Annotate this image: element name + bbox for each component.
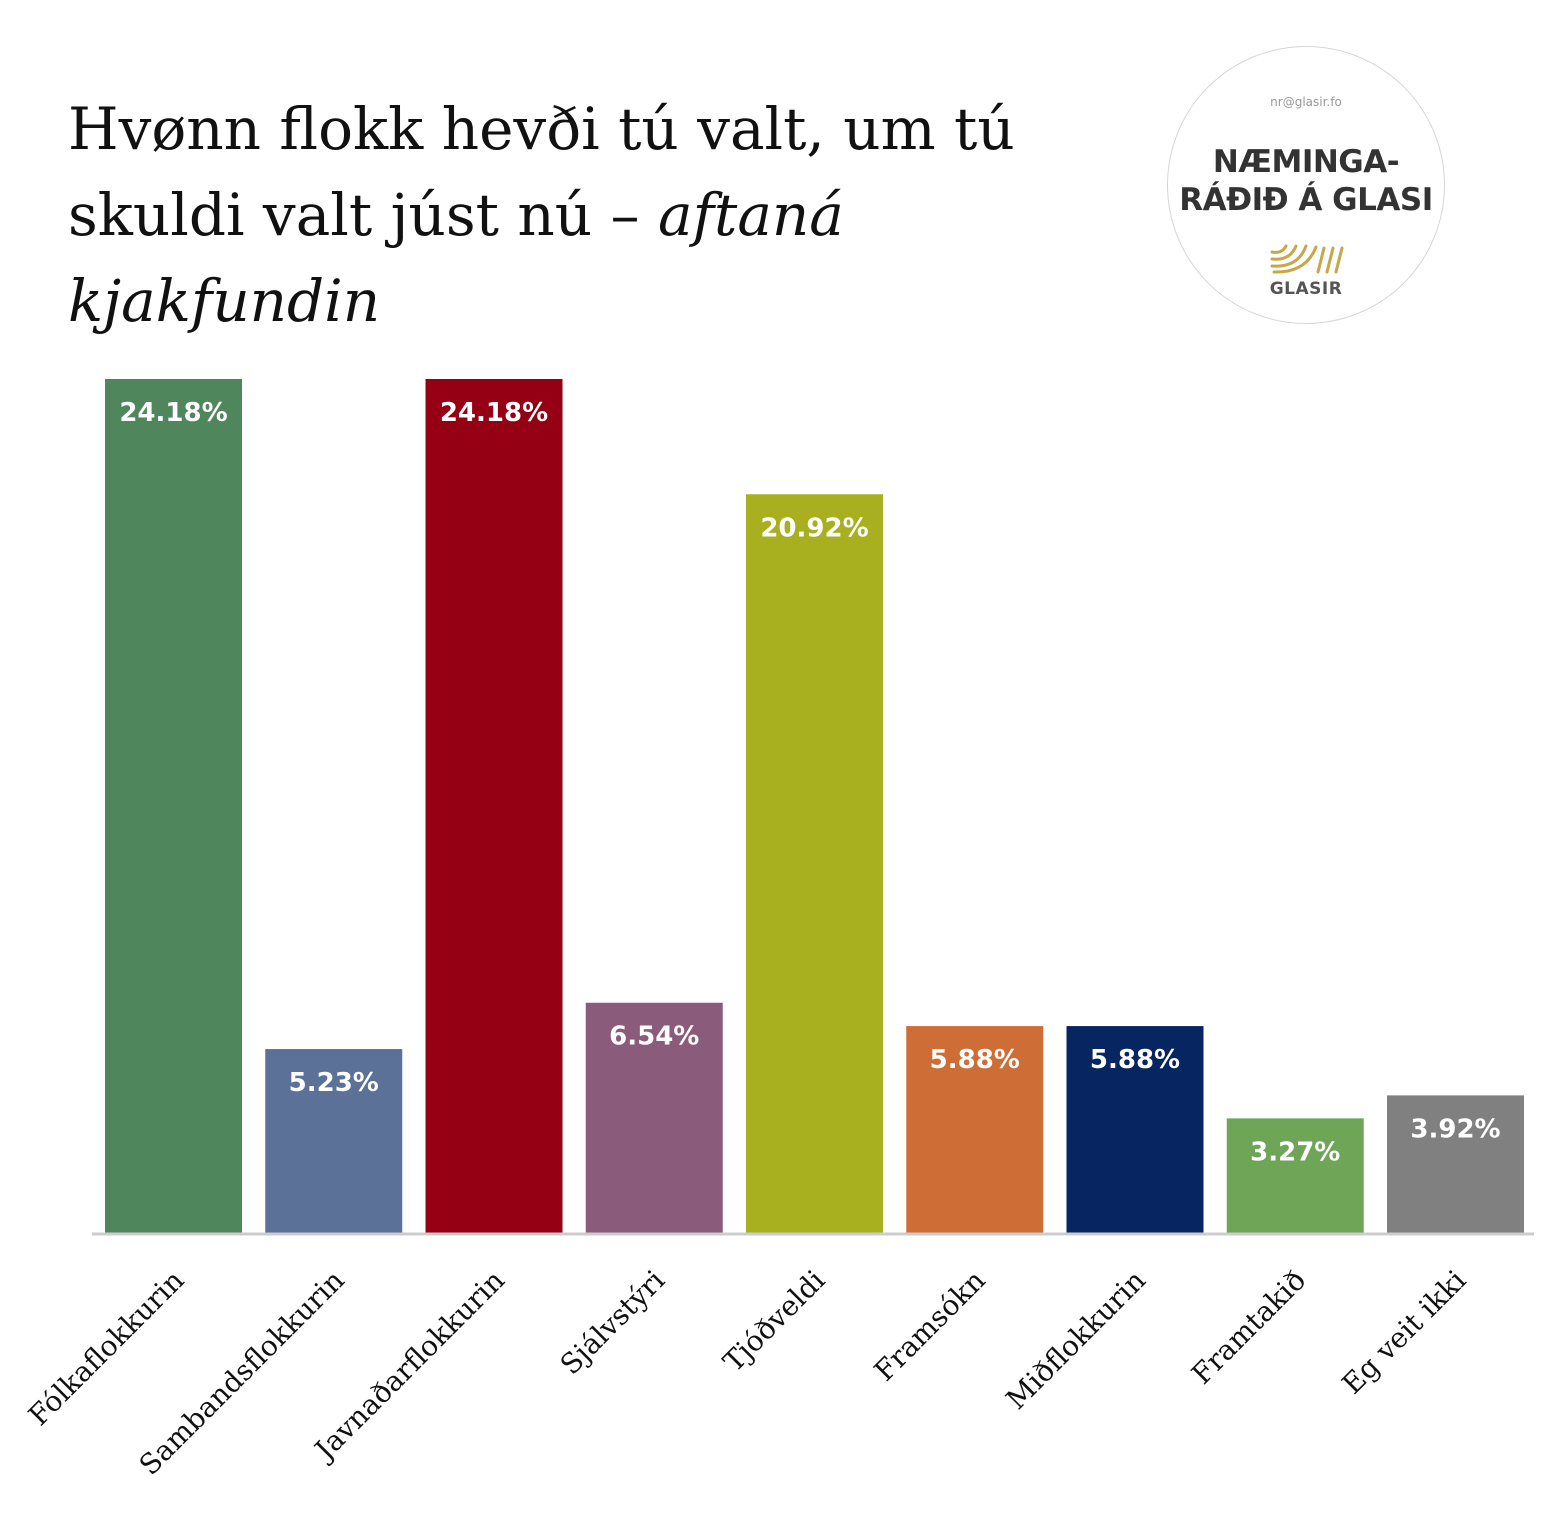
data-label-tjodveldi: 20.92% [760,513,868,543]
data-label-folkaflokkurin: 24.18% [119,398,227,428]
category-label-tjodveldi: Tjóðveldi [717,1264,832,1379]
logo-brand: GLASIR [1269,279,1343,299]
chart-title: Hvønn flokk hevði tú valt, um tú skuldi … [68,86,1108,344]
category-label-folkaflokkurin: Fólkaflokkurin [22,1264,190,1432]
logo-email: nr@glasir.fo [1270,95,1342,109]
bar-framsokn [906,1026,1044,1234]
naemingaradid-logo: nr@glasir.fo NÆMINGA- RÁÐIÐ Á GLASI GLAS… [1167,46,1445,324]
data-label-javnadarflokkurin: 24.18% [440,398,548,428]
logo-name: NÆMINGA- RÁÐIÐ Á GLASI [1168,143,1444,219]
bar-folkaflokkurin [105,379,242,1234]
bar-midflokkurin [1066,1026,1204,1234]
data-label-sambandsflokkurin: 5.23% [289,1068,379,1098]
bar-sambandsflokkurin [265,1049,403,1234]
data-label-sjalvstyri: 6.54% [609,1022,699,1052]
data-label-midflokkurin: 5.88% [1090,1045,1180,1075]
data-label-eg-veit-ikki: 3.92% [1410,1114,1500,1144]
bar-framtakid [1226,1118,1364,1234]
logo-name-line-1: NÆMINGA- [1212,144,1400,180]
chart-title-main: Hvønn flokk hevði tú valt, um tú skuldi … [68,95,1015,249]
chart-title-emphasis: aftaná kjakfundin [68,181,844,335]
bar-javnadarflokkurin [425,379,563,1234]
glasir-waves-icon [1270,244,1344,274]
category-label-framsokn: Framsókn [868,1264,992,1388]
category-label-midflokkurin: Miðflokkurin [1000,1264,1152,1416]
category-label-sjalvstyri: Sjálvstýri [554,1264,671,1381]
logo-name-line-2: RÁÐIÐ Á GLASI [1179,182,1433,218]
bar-sjalvstyri [585,1002,723,1234]
category-label-framtakid: Framtakið [1185,1264,1312,1391]
bar-eg-veit-ikki [1387,1095,1524,1234]
data-label-framtakid: 3.27% [1250,1137,1340,1167]
data-label-framsokn: 5.88% [930,1045,1020,1075]
bar-tjodveldi [746,494,883,1234]
category-label-eg-veit-ikki: Eg veit ikki [1336,1264,1473,1401]
